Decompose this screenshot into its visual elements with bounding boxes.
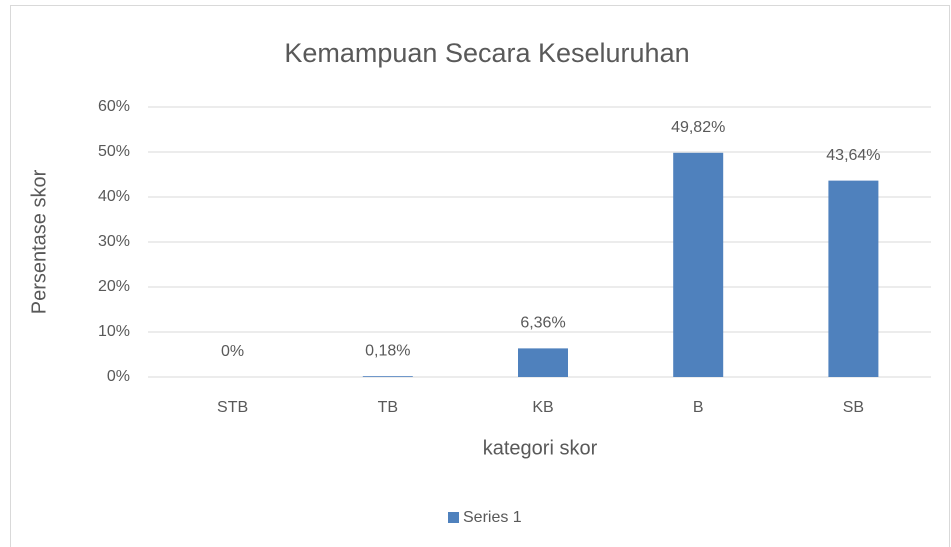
bar xyxy=(518,348,568,377)
data-label: 43,64% xyxy=(826,147,880,164)
legend-swatch xyxy=(448,512,459,523)
y-tick-label: 40% xyxy=(98,188,130,205)
y-tick-label: 60% xyxy=(98,98,130,115)
bar xyxy=(673,152,724,377)
bar xyxy=(362,376,413,377)
chart-frame xyxy=(10,5,950,547)
y-axis-label: Persentase skor xyxy=(28,169,50,314)
x-tick-label: KB xyxy=(532,399,553,416)
data-label: 0,18% xyxy=(365,342,410,359)
bar xyxy=(828,180,879,377)
y-tick-label: 10% xyxy=(98,323,130,340)
x-tick-label: SB xyxy=(843,399,864,416)
x-tick-label: TB xyxy=(378,399,398,416)
y-tick-label: 50% xyxy=(98,143,130,160)
x-tick-label: STB xyxy=(217,399,248,416)
legend-label: Series 1 xyxy=(463,509,522,526)
y-tick-label: 0% xyxy=(107,368,130,385)
y-tick-label: 30% xyxy=(98,233,130,250)
chart-title: Kemampuan Secara Keseluruhan xyxy=(284,38,689,68)
data-label: 49,82% xyxy=(671,119,725,136)
y-tick-label: 20% xyxy=(98,278,130,295)
data-label: 0% xyxy=(221,343,244,360)
data-label: 6,36% xyxy=(520,315,565,332)
x-axis-label: kategori skor xyxy=(483,437,598,459)
x-tick-label: B xyxy=(693,399,704,416)
